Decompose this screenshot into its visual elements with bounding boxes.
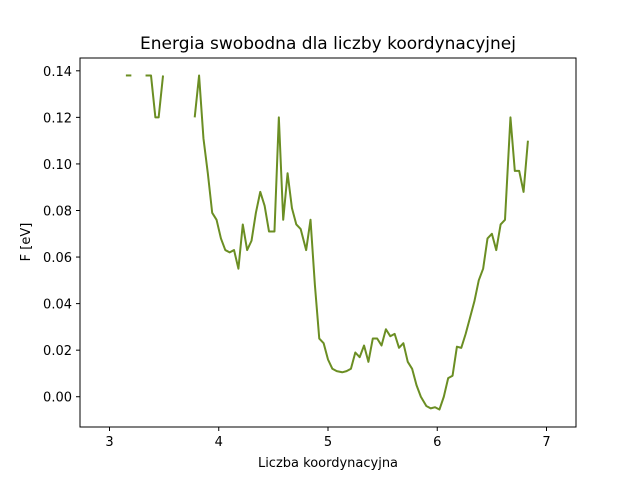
series-line-segment bbox=[193, 74, 529, 411]
y-tick-label: 0.14 bbox=[43, 65, 72, 80]
chart-title: Energia swobodna dla liczby koordynacyjn… bbox=[140, 34, 516, 54]
y-tick-label: 0.06 bbox=[43, 251, 72, 266]
y-tick-label: 0.00 bbox=[43, 391, 72, 406]
y-tick-label: 0.12 bbox=[43, 111, 72, 126]
y-tick-label: 0.08 bbox=[43, 204, 72, 219]
series-line-segment bbox=[145, 74, 165, 119]
y-tick-label: 0.10 bbox=[43, 158, 72, 173]
x-axis: 3 4 5 6 7 bbox=[105, 427, 551, 450]
y-axis: 0.00 0.02 0.04 0.06 0.08 0.10 0.12 0.14 bbox=[43, 65, 80, 406]
x-tick-label: 6 bbox=[433, 435, 441, 450]
y-tick-label: 0.04 bbox=[43, 298, 72, 313]
series-layer bbox=[125, 74, 529, 411]
x-tick-label: 4 bbox=[215, 435, 223, 450]
y-tick-label: 0.02 bbox=[43, 344, 72, 359]
x-tick-label: 7 bbox=[542, 435, 550, 450]
x-axis-label: Liczba koordynacyjna bbox=[258, 456, 398, 471]
x-tick-label: 3 bbox=[105, 435, 113, 450]
plot-area bbox=[79, 57, 577, 428]
y-axis-label: F [eV] bbox=[19, 223, 34, 262]
x-tick-label: 5 bbox=[324, 435, 332, 450]
